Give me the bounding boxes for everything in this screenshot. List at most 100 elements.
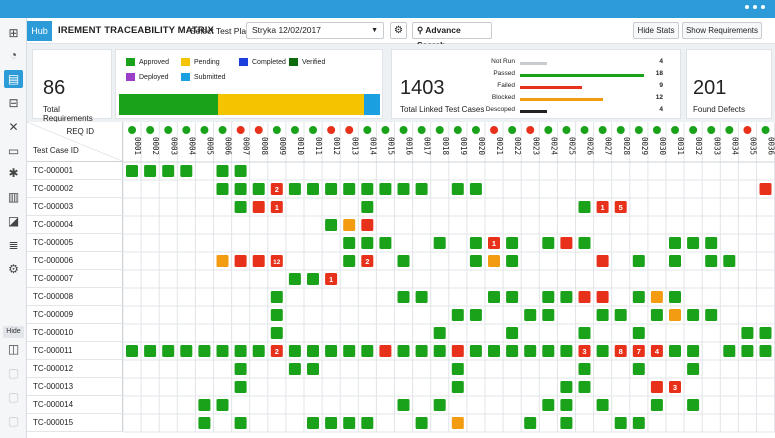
- matrix-cell-passed[interactable]: [469, 309, 482, 321]
- req-id-label[interactable]: 0012: [332, 137, 341, 155]
- matrix-cell-passed[interactable]: [361, 183, 374, 195]
- matrix-cell-passed[interactable]: [669, 237, 681, 249]
- matrix-cell-blocked[interactable]: [451, 417, 464, 429]
- matrix-cell-passed[interactable]: [506, 327, 519, 339]
- matrix-cell-passed[interactable]: [506, 291, 519, 303]
- matrix-cell-passed[interactable]: [252, 183, 265, 195]
- matrix-cell-passed[interactable]: [144, 165, 157, 177]
- matrix-cell-passed[interactable]: [596, 399, 609, 411]
- show-requirements-button[interactable]: Show Requirements: [682, 22, 762, 39]
- matrix-cell-passed[interactable]: [705, 255, 718, 267]
- reports-icon[interactable]: ▥: [7, 190, 20, 204]
- matrix-cell-passed[interactable]: [234, 363, 247, 375]
- matrix-cell-passed[interactable]: [288, 363, 301, 375]
- matrix-cell-passed[interactable]: [361, 237, 374, 249]
- test-case-row-label[interactable]: TC-000013: [27, 378, 123, 396]
- matrix-cell-passed[interactable]: [524, 345, 537, 357]
- matrix-cell-passed[interactable]: [451, 381, 464, 393]
- test-plan-select[interactable]: Stryka 12/02/2017 ▼: [246, 22, 384, 39]
- matrix-cell-passed[interactable]: [397, 291, 410, 303]
- matrix-cell-passed[interactable]: [343, 255, 356, 267]
- matrix-cell-passed[interactable]: [687, 363, 700, 375]
- req-id-label[interactable]: 0019: [459, 137, 468, 155]
- chart-icon[interactable]: ◪: [7, 214, 20, 228]
- req-id-label[interactable]: 0006: [224, 137, 233, 156]
- matrix-cell-failed[interactable]: [234, 255, 247, 267]
- matrix-cell-failed[interactable]: [560, 237, 573, 249]
- matrix-cell-blocked[interactable]: [343, 219, 356, 231]
- matrix-cell-passed[interactable]: [180, 345, 193, 357]
- matrix-cell-defects[interactable]: [650, 345, 663, 357]
- matrix-cell-passed[interactable]: [325, 417, 338, 429]
- matrix-cell-passed[interactable]: [270, 309, 283, 321]
- matrix-cell-passed[interactable]: [216, 345, 229, 357]
- req-id-label[interactable]: 0009: [278, 137, 287, 155]
- matrix-cell-passed[interactable]: [542, 237, 555, 249]
- matrix-cell-passed[interactable]: [542, 399, 555, 411]
- matrix-cell-defects[interactable]: [270, 345, 283, 357]
- matrix-cell-passed[interactable]: [270, 327, 283, 339]
- matrix-cell-passed[interactable]: [469, 345, 482, 357]
- matrix-cell-passed[interactable]: [379, 237, 392, 249]
- matrix-cell-passed[interactable]: [307, 183, 319, 195]
- test-case-row-label[interactable]: TC-000005: [27, 234, 123, 252]
- matrix-cell-blocked[interactable]: [669, 309, 681, 321]
- matrix-cell-passed[interactable]: [361, 201, 374, 213]
- matrix-cell-defects[interactable]: [632, 345, 645, 357]
- matrix-cell-passed[interactable]: [669, 345, 681, 357]
- matrix-cell-passed[interactable]: [632, 291, 645, 303]
- matrix-cell-passed[interactable]: [469, 237, 482, 249]
- matrix-cell-passed[interactable]: [343, 237, 356, 249]
- matrix-cell-passed[interactable]: [288, 345, 301, 357]
- panel-icon[interactable]: ◫: [7, 342, 20, 356]
- matrix-cell-passed[interactable]: [325, 219, 338, 231]
- matrix-cell-failed[interactable]: [578, 291, 591, 303]
- req-id-label[interactable]: 0017: [423, 137, 432, 155]
- advance-search-button[interactable]: ⚲ Advance Search: [412, 22, 492, 50]
- matrix-cell-passed[interactable]: [343, 183, 356, 195]
- matrix-cell-passed[interactable]: [488, 291, 500, 303]
- matrix-cell-passed[interactable]: [288, 183, 301, 195]
- matrix-cell-failed[interactable]: [596, 291, 609, 303]
- matrix-cell-passed[interactable]: [578, 237, 591, 249]
- req-id-label[interactable]: 0005: [205, 137, 214, 155]
- test-case-row-label[interactable]: TC-000006: [27, 252, 123, 270]
- stack-icon[interactable]: ≣: [8, 238, 19, 252]
- matrix-cell-defects[interactable]: [270, 183, 283, 195]
- matrix-icon[interactable]: ▤: [4, 70, 23, 88]
- matrix-cell-passed[interactable]: [578, 327, 591, 339]
- matrix-cell-passed[interactable]: [307, 273, 319, 285]
- matrix-cell-passed[interactable]: [542, 309, 555, 321]
- matrix-cell-passed[interactable]: [578, 363, 591, 375]
- test-case-row-label[interactable]: TC-000009: [27, 306, 123, 324]
- matrix-cell-defects[interactable]: [488, 237, 500, 249]
- req-id-label[interactable]: 0003: [169, 137, 178, 155]
- matrix-cell-passed[interactable]: [687, 237, 700, 249]
- matrix-cell-passed[interactable]: [198, 345, 211, 357]
- matrix-cell-passed[interactable]: [198, 417, 211, 429]
- matrix-cell-passed[interactable]: [542, 345, 555, 357]
- matrix-cell-passed[interactable]: [705, 237, 718, 249]
- req-id-label[interactable]: 0007: [242, 137, 251, 155]
- sitemap-icon[interactable]: ⊞: [8, 26, 19, 40]
- matrix-cell-passed[interactable]: [415, 417, 428, 429]
- matrix-cell-passed[interactable]: [542, 291, 555, 303]
- matrix-cell-passed[interactable]: [198, 399, 211, 411]
- matrix-cell-passed[interactable]: [560, 345, 573, 357]
- gear-icon[interactable]: ⚙: [390, 22, 407, 39]
- matrix-cell-passed[interactable]: [451, 363, 464, 375]
- matrix-cell-passed[interactable]: [126, 345, 138, 357]
- matrix-cell-passed[interactable]: [759, 327, 772, 339]
- matrix-cell-passed[interactable]: [126, 165, 138, 177]
- test-case-row-label[interactable]: TC-000008: [27, 288, 123, 306]
- matrix-cell-defects[interactable]: [578, 345, 591, 357]
- req-id-label[interactable]: 0026: [586, 137, 595, 156]
- matrix-cell-passed[interactable]: [162, 165, 175, 177]
- req-id-label[interactable]: 0011: [314, 137, 323, 155]
- matrix-cell-passed[interactable]: [469, 255, 482, 267]
- matrix-cell-failed[interactable]: [252, 255, 265, 267]
- matrix-cell-passed[interactable]: [397, 345, 410, 357]
- bug-icon[interactable]: ✱: [8, 166, 19, 180]
- matrix-cell-passed[interactable]: [596, 345, 609, 357]
- matrix-cell-defects[interactable]: [596, 201, 609, 213]
